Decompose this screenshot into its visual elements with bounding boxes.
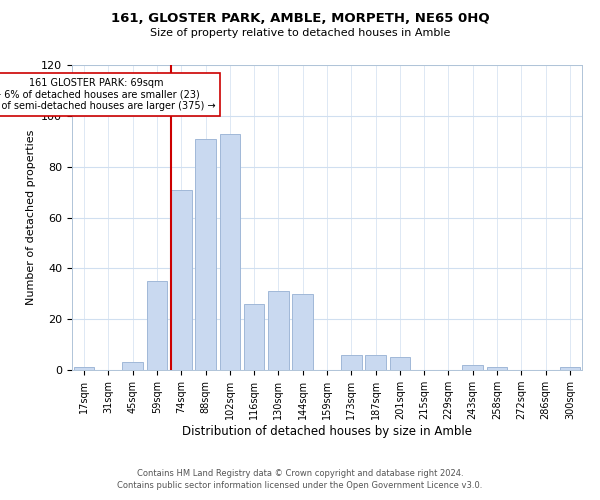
Text: 161, GLOSTER PARK, AMBLE, MORPETH, NE65 0HQ: 161, GLOSTER PARK, AMBLE, MORPETH, NE65 … xyxy=(110,12,490,26)
Bar xyxy=(341,355,362,370)
Bar xyxy=(171,190,191,370)
Bar xyxy=(268,291,289,370)
Bar xyxy=(292,294,313,370)
Text: Contains HM Land Registry data © Crown copyright and database right 2024.: Contains HM Land Registry data © Crown c… xyxy=(137,470,463,478)
Text: Contains public sector information licensed under the Open Government Licence v3: Contains public sector information licen… xyxy=(118,482,482,490)
Bar xyxy=(487,368,508,370)
Bar xyxy=(560,368,580,370)
Text: Size of property relative to detached houses in Amble: Size of property relative to detached ho… xyxy=(150,28,450,38)
Bar xyxy=(220,134,240,370)
X-axis label: Distribution of detached houses by size in Amble: Distribution of detached houses by size … xyxy=(182,425,472,438)
Bar xyxy=(365,355,386,370)
Bar xyxy=(122,362,143,370)
Bar xyxy=(195,138,216,370)
Bar xyxy=(463,365,483,370)
Bar xyxy=(244,304,265,370)
Bar xyxy=(146,281,167,370)
Bar xyxy=(74,368,94,370)
Y-axis label: Number of detached properties: Number of detached properties xyxy=(26,130,35,305)
Bar xyxy=(389,358,410,370)
Text: 161 GLOSTER PARK: 69sqm
← 6% of detached houses are smaller (23)
94% of semi-det: 161 GLOSTER PARK: 69sqm ← 6% of detached… xyxy=(0,78,215,111)
